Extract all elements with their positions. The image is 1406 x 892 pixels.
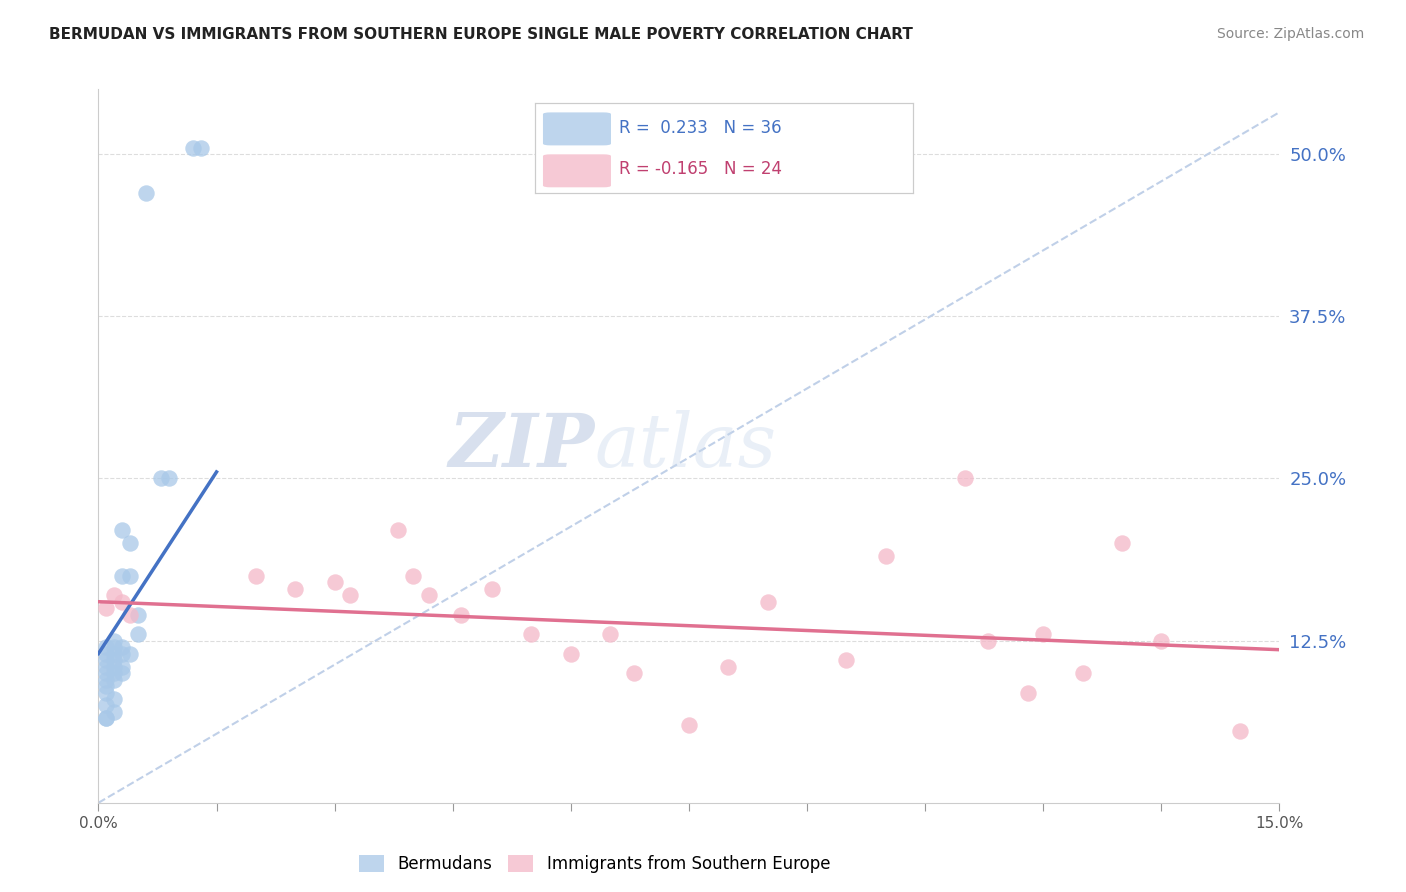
Point <box>111 647 134 661</box>
Point <box>1071 666 1094 681</box>
Point <box>111 524 134 538</box>
Point <box>875 549 897 564</box>
Point <box>96 711 118 725</box>
Point <box>96 659 118 673</box>
Point <box>96 601 118 615</box>
Point <box>481 582 503 596</box>
Point <box>1229 724 1251 739</box>
Point <box>560 647 582 661</box>
Legend: Bermudans, Immigrants from Southern Europe: Bermudans, Immigrants from Southern Euro… <box>352 848 837 880</box>
Point <box>96 673 118 687</box>
Point <box>118 607 141 622</box>
Point <box>103 633 125 648</box>
Point <box>678 718 700 732</box>
Point <box>103 692 125 706</box>
Text: BERMUDAN VS IMMIGRANTS FROM SOUTHERN EUROPE SINGLE MALE POVERTY CORRELATION CHAR: BERMUDAN VS IMMIGRANTS FROM SOUTHERN EUR… <box>49 27 912 42</box>
Point <box>111 568 134 582</box>
Point <box>96 711 118 725</box>
Point <box>127 607 149 622</box>
Point <box>111 659 134 673</box>
Point <box>103 640 125 654</box>
Point <box>402 568 425 582</box>
Point <box>111 640 134 654</box>
Point <box>339 588 361 602</box>
Text: atlas: atlas <box>595 409 776 483</box>
Point <box>1111 536 1133 550</box>
Point <box>96 640 118 654</box>
Point <box>1150 633 1173 648</box>
Point <box>284 582 307 596</box>
Point <box>387 524 409 538</box>
Point <box>103 673 125 687</box>
Point <box>111 666 134 681</box>
Point <box>96 698 118 713</box>
Point <box>1017 685 1039 699</box>
Point <box>103 659 125 673</box>
Text: ZIP: ZIP <box>449 409 595 483</box>
Point <box>835 653 858 667</box>
Point <box>103 666 125 681</box>
Point <box>118 647 141 661</box>
Point <box>96 647 118 661</box>
Point <box>756 595 779 609</box>
Point <box>599 627 621 641</box>
Point <box>103 705 125 719</box>
Point <box>717 659 740 673</box>
Point <box>418 588 440 602</box>
Point <box>1032 627 1054 641</box>
Point <box>127 627 149 641</box>
Text: Source: ZipAtlas.com: Source: ZipAtlas.com <box>1216 27 1364 41</box>
Point <box>520 627 543 641</box>
Point <box>450 607 472 622</box>
Point <box>190 140 212 154</box>
Point <box>181 140 204 154</box>
Point <box>118 568 141 582</box>
Point <box>103 653 125 667</box>
Point <box>323 575 346 590</box>
Point <box>977 633 1000 648</box>
Point <box>96 653 118 667</box>
Point <box>118 536 141 550</box>
Point <box>150 471 173 485</box>
Point <box>96 666 118 681</box>
Point <box>111 595 134 609</box>
Point <box>103 588 125 602</box>
Point <box>953 471 976 485</box>
Point <box>96 685 118 699</box>
Point <box>623 666 645 681</box>
Point <box>96 679 118 693</box>
Point <box>245 568 267 582</box>
Point <box>157 471 180 485</box>
Point <box>135 186 157 200</box>
Point <box>103 647 125 661</box>
